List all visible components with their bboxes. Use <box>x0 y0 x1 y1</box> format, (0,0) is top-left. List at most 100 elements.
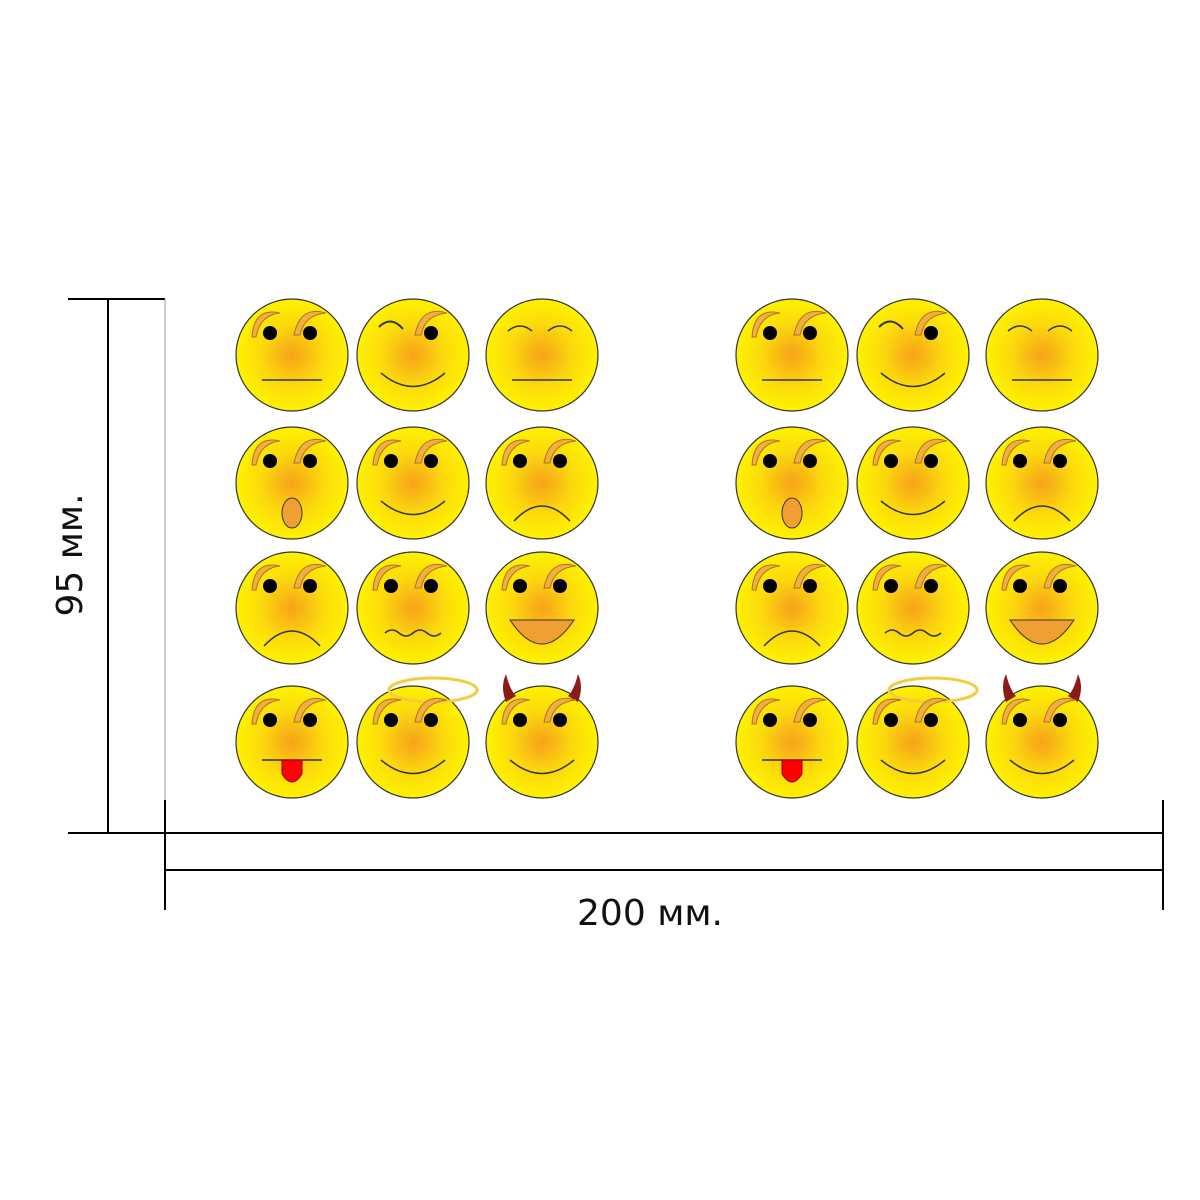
eye <box>553 579 567 593</box>
emoji <box>356 298 470 412</box>
emoji <box>235 685 349 799</box>
emoji <box>485 674 599 799</box>
eye <box>303 579 317 593</box>
face <box>235 426 349 540</box>
face <box>735 426 849 540</box>
brow <box>414 563 448 589</box>
face <box>485 685 599 799</box>
eye <box>884 713 898 727</box>
eye <box>303 454 317 468</box>
mouth <box>509 759 575 775</box>
eye <box>424 326 438 340</box>
emoji <box>856 551 970 665</box>
emoji <box>985 298 1099 412</box>
emoji <box>735 426 849 540</box>
brow <box>1001 698 1031 725</box>
eye <box>924 454 938 468</box>
mouth <box>1009 759 1075 775</box>
face <box>235 298 349 412</box>
mouth <box>281 497 303 529</box>
emoji <box>735 685 849 799</box>
emoji <box>735 298 849 412</box>
brow <box>543 438 577 464</box>
face <box>485 426 599 540</box>
brow <box>414 697 448 723</box>
brow <box>914 563 948 589</box>
mouth <box>880 372 946 388</box>
emoji <box>856 426 970 540</box>
emoji <box>485 426 599 540</box>
mouth <box>380 759 446 775</box>
face <box>856 298 970 412</box>
mouth <box>880 759 946 775</box>
face <box>356 426 470 540</box>
eye <box>1013 713 1027 727</box>
face <box>985 685 1099 799</box>
face <box>735 298 849 412</box>
eye <box>424 579 438 593</box>
brow <box>414 438 448 464</box>
brow <box>1043 438 1077 464</box>
brow <box>372 564 402 591</box>
wink <box>378 320 404 330</box>
eye <box>1053 713 1067 727</box>
eye <box>803 454 817 468</box>
face <box>356 685 470 799</box>
brow <box>872 564 902 591</box>
face <box>356 298 470 412</box>
brow <box>793 310 827 336</box>
brow <box>872 698 902 725</box>
tongue <box>281 759 303 783</box>
face <box>235 551 349 665</box>
mouth <box>1013 505 1071 522</box>
emoji <box>735 551 849 665</box>
brow <box>1001 564 1031 591</box>
brow <box>501 698 531 725</box>
brow <box>251 564 281 591</box>
emoji <box>485 298 599 412</box>
emoji <box>485 551 599 665</box>
closed-eyes <box>1007 325 1073 332</box>
eye <box>763 579 777 593</box>
eye <box>263 579 277 593</box>
mouth <box>781 497 803 529</box>
brow <box>251 311 281 338</box>
face <box>735 551 849 665</box>
brow <box>501 439 531 466</box>
eye <box>553 454 567 468</box>
emoji <box>356 551 470 665</box>
brow <box>793 697 827 723</box>
brow <box>251 698 281 725</box>
eye <box>263 713 277 727</box>
emoji <box>235 551 349 665</box>
eye <box>303 713 317 727</box>
mouth <box>380 500 446 516</box>
emoji <box>235 298 349 412</box>
eye <box>1013 454 1027 468</box>
brow <box>293 697 327 723</box>
emoji <box>856 676 979 799</box>
brow <box>372 698 402 725</box>
eye <box>263 454 277 468</box>
mouth <box>763 630 821 647</box>
brow <box>914 310 948 336</box>
eye <box>763 454 777 468</box>
eye <box>763 713 777 727</box>
face <box>735 685 849 799</box>
brow <box>751 311 781 338</box>
eye <box>763 326 777 340</box>
brow <box>372 439 402 466</box>
mouth <box>380 372 446 388</box>
tongue <box>781 759 803 783</box>
brow <box>1043 563 1077 589</box>
eye <box>803 326 817 340</box>
brow <box>293 310 327 336</box>
brow <box>1001 439 1031 466</box>
brow <box>914 438 948 464</box>
brow <box>251 439 281 466</box>
mouth <box>880 500 946 516</box>
mouth <box>384 629 442 637</box>
brow <box>1043 697 1077 723</box>
